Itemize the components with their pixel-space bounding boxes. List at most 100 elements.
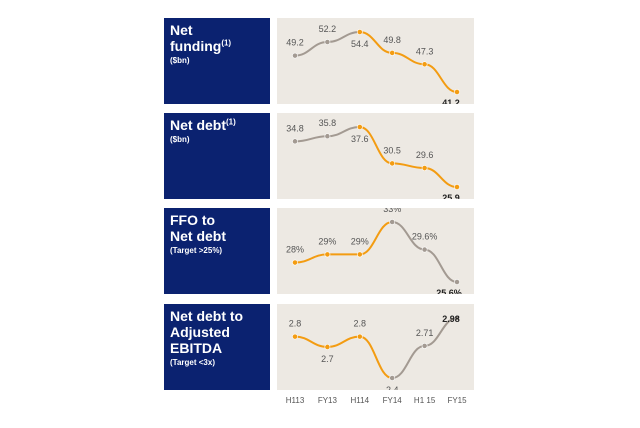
- data-label: 35.8: [319, 118, 337, 128]
- data-point: [292, 52, 298, 59]
- data-label: 29%: [351, 236, 369, 246]
- chart-sublabel: (Target >25%): [170, 246, 223, 255]
- data-point: [454, 279, 460, 285]
- data-point: [324, 39, 331, 45]
- data-label: 2.7: [321, 354, 334, 364]
- data-label: 52.2: [319, 24, 337, 34]
- data-label: 2.8: [289, 319, 302, 329]
- line-segment: [294, 135, 328, 143]
- chart-title-line: Net debt: [170, 228, 226, 244]
- data-point: [389, 219, 396, 225]
- line-segment: [294, 253, 328, 264]
- data-point: [421, 61, 428, 68]
- data-point: [356, 124, 363, 130]
- chart-label-ffo-to-net-debt: FFO to Net debt (Target >25%): [164, 208, 270, 294]
- line-segment: [424, 63, 458, 93]
- chart-title-line: Net debt(1): [170, 117, 236, 133]
- chart-panel-net-debt: 34.8 35.8 37.6 30.5 29.6 25.9: [277, 113, 474, 199]
- data-label: 28%: [286, 245, 304, 255]
- line-segment: [424, 167, 458, 188]
- chart-panel-net-funding: 49.2 52.2 54.4 49.8 47.3 41.2: [277, 18, 474, 104]
- chart-sublabel: ($bn): [170, 56, 190, 65]
- line-segment: [294, 41, 328, 57]
- data-point: [421, 246, 428, 253]
- x-tick-label: FY15: [447, 396, 467, 405]
- data-label: 29%: [318, 236, 336, 246]
- data-label: 49.8: [383, 35, 401, 45]
- line-plot-ffo-to-net-debt: 28% 29% 29% 33% 29.6% 25.6%: [286, 208, 462, 294]
- chart-title-line: Adjusted: [170, 324, 230, 340]
- data-point: [389, 160, 396, 167]
- data-label: 33%: [383, 208, 401, 214]
- line-plot-net-debt-to-ebitda: 2.8 2.7 2.8 2.4 2.71 2.98: [289, 314, 460, 390]
- chart-title-line: Net debt to: [170, 308, 244, 324]
- line-plot-net-funding: 49.2 52.2 54.4 49.8 47.3 41.2: [286, 24, 460, 104]
- data-label: 2.4: [386, 385, 399, 390]
- x-tick-label: H114: [350, 396, 370, 405]
- chart-label-net-debt-to-ebitda: Net debt to Adjusted EBITDA (Target <3x): [164, 304, 270, 390]
- x-tick-label: FY14: [382, 396, 402, 405]
- line-segment: [392, 51, 425, 66]
- chart-panel-ffo-to-net-debt: 28% 29% 29% 33% 29.6% 25.6%: [277, 208, 474, 294]
- x-axis: H113 FY13 H114 FY14 H1 15 FY15: [277, 396, 474, 410]
- chart-row-ffo-to-net-debt: FFO to Net debt (Target >25%) 28% 29% 29% 33% 2…: [164, 208, 474, 294]
- data-point: [356, 29, 363, 35]
- line-plot-net-debt: 34.8 35.8 37.6 30.5 29.6 25.9: [286, 118, 460, 199]
- chart-label-net-debt: Net debt(1) ($bn): [164, 113, 270, 199]
- chart-title-line: funding(1): [170, 38, 232, 54]
- data-point: [292, 259, 298, 266]
- chart-row-net-funding: Net funding(1) ($bn) 49.2 52.2 54.4 49.8 47.3 41…: [164, 18, 474, 104]
- data-point: [292, 138, 298, 145]
- chart-title-line: Net: [170, 22, 193, 38]
- x-tick-label: H1 15: [413, 396, 436, 405]
- chart-title-line: FFO to: [170, 212, 216, 228]
- chart-title-line: EBITDA: [170, 340, 223, 356]
- line-segment: [359, 31, 393, 54]
- line-segment: [327, 335, 360, 348]
- data-label: 54.4: [351, 39, 369, 49]
- line-segment: [392, 162, 425, 170]
- line-segment: [359, 335, 393, 379]
- line-segment: [359, 126, 393, 165]
- data-label: 25.9: [442, 193, 460, 199]
- line-segment: [294, 335, 328, 348]
- data-label: 37.6: [351, 134, 369, 144]
- data-point: [389, 50, 396, 56]
- data-point: [324, 133, 331, 140]
- line-segment: [391, 344, 425, 379]
- data-point: [421, 165, 428, 171]
- footnote-marker: (1): [226, 117, 236, 127]
- chart-row-net-debt: Net debt(1) ($bn) 34.8 35.8 37.6 30.5 29.6 25.9: [164, 113, 474, 199]
- data-label: 34.8: [286, 123, 304, 133]
- line-segment: [327, 31, 360, 43]
- data-label: 49.2: [286, 38, 304, 48]
- data-point: [454, 89, 460, 95]
- line-segment: [392, 221, 425, 251]
- data-point: [292, 333, 298, 340]
- chart-row-net-debt-to-ebitda: Net debt to Adjusted EBITDA (Target <3x) 2.8…: [164, 304, 474, 390]
- chart-sublabel: (Target <3x): [170, 358, 215, 367]
- x-tick-label: H113: [285, 396, 305, 405]
- line-segment: [424, 317, 458, 347]
- data-point: [421, 343, 428, 349]
- data-label: 47.3: [416, 46, 434, 56]
- data-label: 2.71: [416, 328, 434, 338]
- data-label: 30.5: [383, 145, 401, 155]
- chart-sublabel: ($bn): [170, 135, 190, 144]
- chart-panel-net-debt-to-ebitda: 2.8 2.7 2.8 2.4 2.71 2.98: [277, 304, 474, 390]
- data-point: [356, 333, 363, 340]
- line-segment: [424, 248, 458, 283]
- footnote-marker: (1): [221, 38, 232, 48]
- line-segment: [359, 221, 393, 256]
- data-label: 2.8: [354, 319, 367, 329]
- chart-label-net-funding: Net funding(1) ($bn): [164, 18, 270, 104]
- data-label: 29.6%: [412, 232, 438, 242]
- data-point: [324, 344, 331, 350]
- data-label: 25.6%: [436, 288, 462, 294]
- line-segment: [327, 126, 360, 138]
- data-point: [454, 315, 460, 321]
- data-label: 2.98: [442, 314, 460, 324]
- data-point: [356, 251, 363, 258]
- data-point: [454, 184, 460, 190]
- data-label: 29.6: [416, 150, 434, 160]
